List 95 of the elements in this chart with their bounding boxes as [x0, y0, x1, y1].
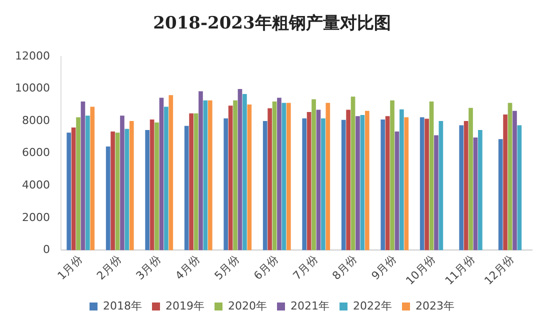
- bar: [478, 130, 482, 250]
- bar: [164, 106, 168, 250]
- x-tick-label: 4月份: [172, 252, 203, 283]
- bar: [242, 94, 247, 250]
- bar: [159, 98, 164, 250]
- x-tick-label: 3月份: [134, 252, 164, 283]
- bar: [400, 109, 404, 250]
- legend-label: 2022年: [352, 299, 392, 312]
- bar: [286, 102, 291, 250]
- bar: [512, 110, 517, 250]
- bar: [168, 95, 174, 250]
- bar: [80, 101, 86, 250]
- bar: [434, 135, 438, 250]
- bar: [224, 118, 228, 250]
- x-tick-label: 2月份: [94, 252, 124, 283]
- bar: [262, 121, 268, 250]
- bar: [184, 126, 189, 250]
- x-tick-label: 11月份: [442, 252, 478, 288]
- bar: [233, 100, 238, 250]
- bar: [238, 89, 242, 250]
- bar: [124, 128, 130, 250]
- bar: [326, 102, 330, 250]
- bar: [272, 101, 277, 250]
- bar: [71, 127, 76, 250]
- bar: [247, 104, 252, 250]
- x-tick-label: 1月份: [55, 252, 85, 283]
- bar: [321, 118, 326, 250]
- bar: [498, 139, 503, 250]
- y-tick-label: 8000: [22, 114, 50, 127]
- bar: [316, 110, 321, 250]
- bar: [468, 108, 473, 250]
- bar: [150, 120, 154, 250]
- bar: [90, 106, 95, 250]
- y-tick-label: 4000: [22, 178, 50, 192]
- bar: [120, 116, 124, 250]
- bar: [390, 100, 394, 250]
- x-tick-label: 6月份: [251, 252, 282, 283]
- bar: [380, 120, 386, 250]
- bar: [404, 117, 409, 250]
- bar: [208, 100, 212, 250]
- bar: [268, 108, 272, 250]
- bar: [503, 114, 508, 250]
- bar: [341, 120, 346, 250]
- bar: [464, 121, 468, 250]
- bar: [508, 102, 512, 250]
- x-tick-label: 7月份: [290, 252, 320, 283]
- bar: [203, 100, 208, 250]
- bar: [346, 110, 350, 250]
- legend-label: 2018年: [103, 299, 142, 312]
- bar: [282, 102, 286, 250]
- bar: [360, 115, 365, 250]
- legend-label: 2020年: [228, 299, 268, 312]
- bar: [473, 137, 478, 250]
- bar: [364, 110, 370, 250]
- bar: [76, 117, 80, 250]
- bar: [110, 132, 115, 250]
- bar: [277, 98, 282, 250]
- bar: [228, 106, 233, 250]
- x-tick-label: 12月份: [482, 252, 517, 288]
- legend-label: 2023年: [415, 299, 454, 312]
- x-tick-label: 8月份: [330, 252, 360, 283]
- bar: [115, 132, 120, 250]
- chart-title: 2018-2023年粗钢产量对比图: [153, 14, 391, 34]
- bar: [429, 101, 434, 250]
- y-tick-label: 12000: [14, 49, 50, 62]
- y-tick-label: 0: [42, 243, 50, 256]
- bar: [86, 116, 90, 250]
- bar: [302, 118, 307, 250]
- bar: [145, 130, 150, 250]
- bar: [420, 117, 424, 250]
- bar: [129, 121, 134, 250]
- bar: [306, 112, 312, 250]
- bar: [194, 113, 198, 250]
- bar: [356, 116, 360, 250]
- y-tick-label: 6000: [22, 146, 50, 160]
- bar: [424, 118, 429, 250]
- x-tick-label: 5月份: [212, 252, 242, 283]
- bar: [438, 121, 444, 250]
- x-tick-label: 10月份: [403, 252, 438, 288]
- bar: [198, 91, 203, 250]
- bar: [154, 122, 159, 250]
- legend-label: 2019年: [166, 299, 205, 312]
- bar: [312, 99, 316, 250]
- bar: [66, 132, 72, 250]
- bar: [106, 146, 110, 250]
- bar: [459, 125, 464, 250]
- bar: [189, 113, 194, 250]
- legend-label: 2021年: [290, 299, 330, 312]
- bar: [517, 125, 522, 250]
- bar: [350, 96, 356, 250]
- y-tick-label: 2000: [22, 210, 50, 224]
- bar: [394, 132, 400, 250]
- x-tick-label: 9月份: [369, 252, 399, 283]
- bar: [385, 116, 390, 250]
- y-tick-label: 10000: [14, 82, 50, 95]
